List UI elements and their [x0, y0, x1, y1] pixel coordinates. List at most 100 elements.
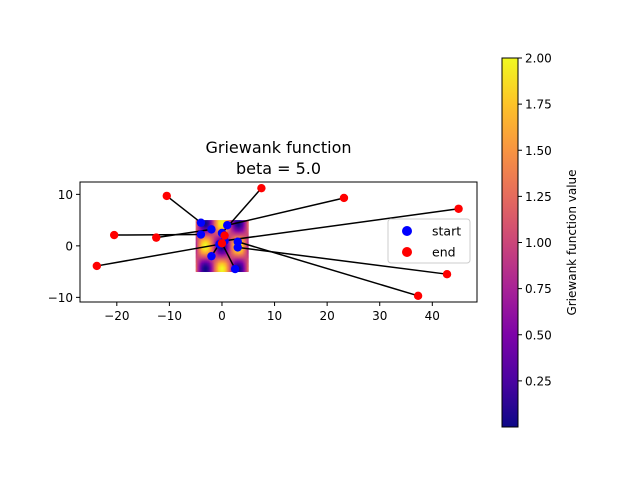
- heatmap-cell: [195, 243, 198, 245]
- heatmap-cell: [204, 266, 207, 269]
- heatmap-cell: [225, 265, 228, 267]
- heatmap-cell: [236, 232, 239, 235]
- heatmap-cell: [212, 242, 215, 244]
- heatmap-cell: [220, 221, 223, 224]
- end-point: [442, 269, 452, 279]
- heatmap-cell: [208, 260, 211, 262]
- heatmap-cell: [233, 231, 236, 234]
- heatmap-cell: [235, 252, 237, 254]
- heatmap-cell: [199, 257, 202, 260]
- start-point: [196, 230, 206, 239]
- heatmap-cell: [233, 261, 236, 264]
- heatmap-cell: [243, 227, 245, 230]
- heatmap-cell: [195, 222, 198, 225]
- heatmap-cell: [211, 269, 214, 271]
- heatmap-cell: [223, 260, 226, 262]
- heatmap-cell: [221, 263, 224, 266]
- heatmap-cell: [241, 252, 244, 254]
- end-point: [413, 291, 423, 301]
- heatmap-cell: [243, 254, 245, 257]
- heatmap-cell: [246, 239, 249, 242]
- colorbar-tick-label: 1.00: [525, 236, 552, 250]
- heatmap-cell: [241, 223, 244, 226]
- heatmap-cell: [215, 232, 218, 235]
- heatmap-cell: [245, 263, 248, 266]
- heatmap-cell: [224, 252, 227, 254]
- heatmap-cell: [246, 265, 249, 267]
- heatmap-cell: [196, 251, 199, 253]
- heatmap-cell: [196, 269, 199, 271]
- heatmap-cell: [244, 256, 247, 258]
- heatmap-cell: [229, 247, 232, 249]
- heatmap-cell: [207, 265, 210, 267]
- heatmap-cell: [212, 238, 215, 240]
- heatmap-cell: [216, 225, 219, 227]
- heatmap-cell: [200, 227, 203, 230]
- heatmap-cell: [245, 223, 248, 226]
- heatmap-cell: [232, 229, 235, 231]
- heatmap-cell: [195, 269, 198, 271]
- heatmap-cell: [236, 257, 239, 260]
- heatmap-cell: [204, 263, 207, 266]
- heatmap-cell: [199, 261, 202, 264]
- heatmap-cell: [198, 260, 201, 262]
- heatmap-cell: [246, 225, 249, 227]
- end-point: [339, 193, 349, 203]
- heatmap-cell: [202, 252, 204, 254]
- heatmap-cell: [215, 230, 218, 233]
- heatmap-cell: [214, 240, 216, 243]
- heatmap-cell: [195, 252, 198, 254]
- heatmap-cell: [236, 229, 239, 231]
- heatmap-cell: [196, 226, 199, 229]
- heatmap-cell: [227, 245, 229, 248]
- heatmap-cell: [215, 254, 218, 257]
- heatmap-cell: [243, 260, 245, 262]
- heatmap-cell: [224, 257, 227, 260]
- heatmap-cell: [216, 267, 219, 270]
- heatmap-cell: [231, 245, 233, 248]
- heatmap-cell: [206, 252, 208, 254]
- heatmap-cell: [211, 247, 214, 249]
- heatmap-cell: [239, 265, 241, 267]
- heatmap-cell: [218, 226, 220, 229]
- heatmap-cell: [199, 244, 202, 247]
- x-tick-label: 20: [319, 309, 334, 323]
- heatmap-cell: [204, 248, 207, 251]
- heatmap-cell: [220, 226, 223, 229]
- heatmap-cell: [203, 236, 206, 239]
- heatmap-cell: [239, 236, 241, 239]
- heatmap-cell: [204, 243, 207, 245]
- heatmap-cell: [246, 234, 249, 236]
- heatmap-cell: [240, 262, 243, 265]
- heatmap-cell: [215, 239, 218, 242]
- heatmap-cell: [241, 265, 244, 267]
- heatmap-cell: [239, 230, 241, 233]
- heatmap-cell: [235, 236, 237, 239]
- heatmap-cell: [225, 266, 228, 269]
- heatmap-cell: [245, 262, 248, 265]
- heatmap-cell: [195, 262, 198, 265]
- heatmap-cell: [207, 239, 210, 242]
- heatmap-cell: [219, 253, 222, 256]
- heatmap-cell: [195, 251, 198, 253]
- heatmap-cell: [227, 244, 229, 247]
- heatmap-cell: [239, 262, 241, 265]
- heatmap-cell: [206, 227, 208, 230]
- heatmap-cell: [239, 266, 241, 269]
- heatmap-cell: [200, 244, 203, 247]
- heatmap-cell: [203, 226, 206, 229]
- heatmap-cell: [236, 261, 239, 264]
- heatmap-cell: [215, 261, 218, 264]
- heatmap-cell: [243, 256, 245, 258]
- heatmap-cell: [206, 261, 208, 264]
- heatmap-cell: [245, 257, 248, 260]
- heatmap-cell: [245, 225, 248, 227]
- heatmap-cell: [243, 239, 245, 242]
- heatmap-cell: [227, 248, 229, 251]
- heatmap-cell: [243, 249, 245, 252]
- heatmap-cell: [220, 266, 223, 269]
- heatmap-cell: [208, 266, 211, 269]
- heatmap-cell: [204, 261, 207, 264]
- heatmap-cell: [241, 254, 244, 257]
